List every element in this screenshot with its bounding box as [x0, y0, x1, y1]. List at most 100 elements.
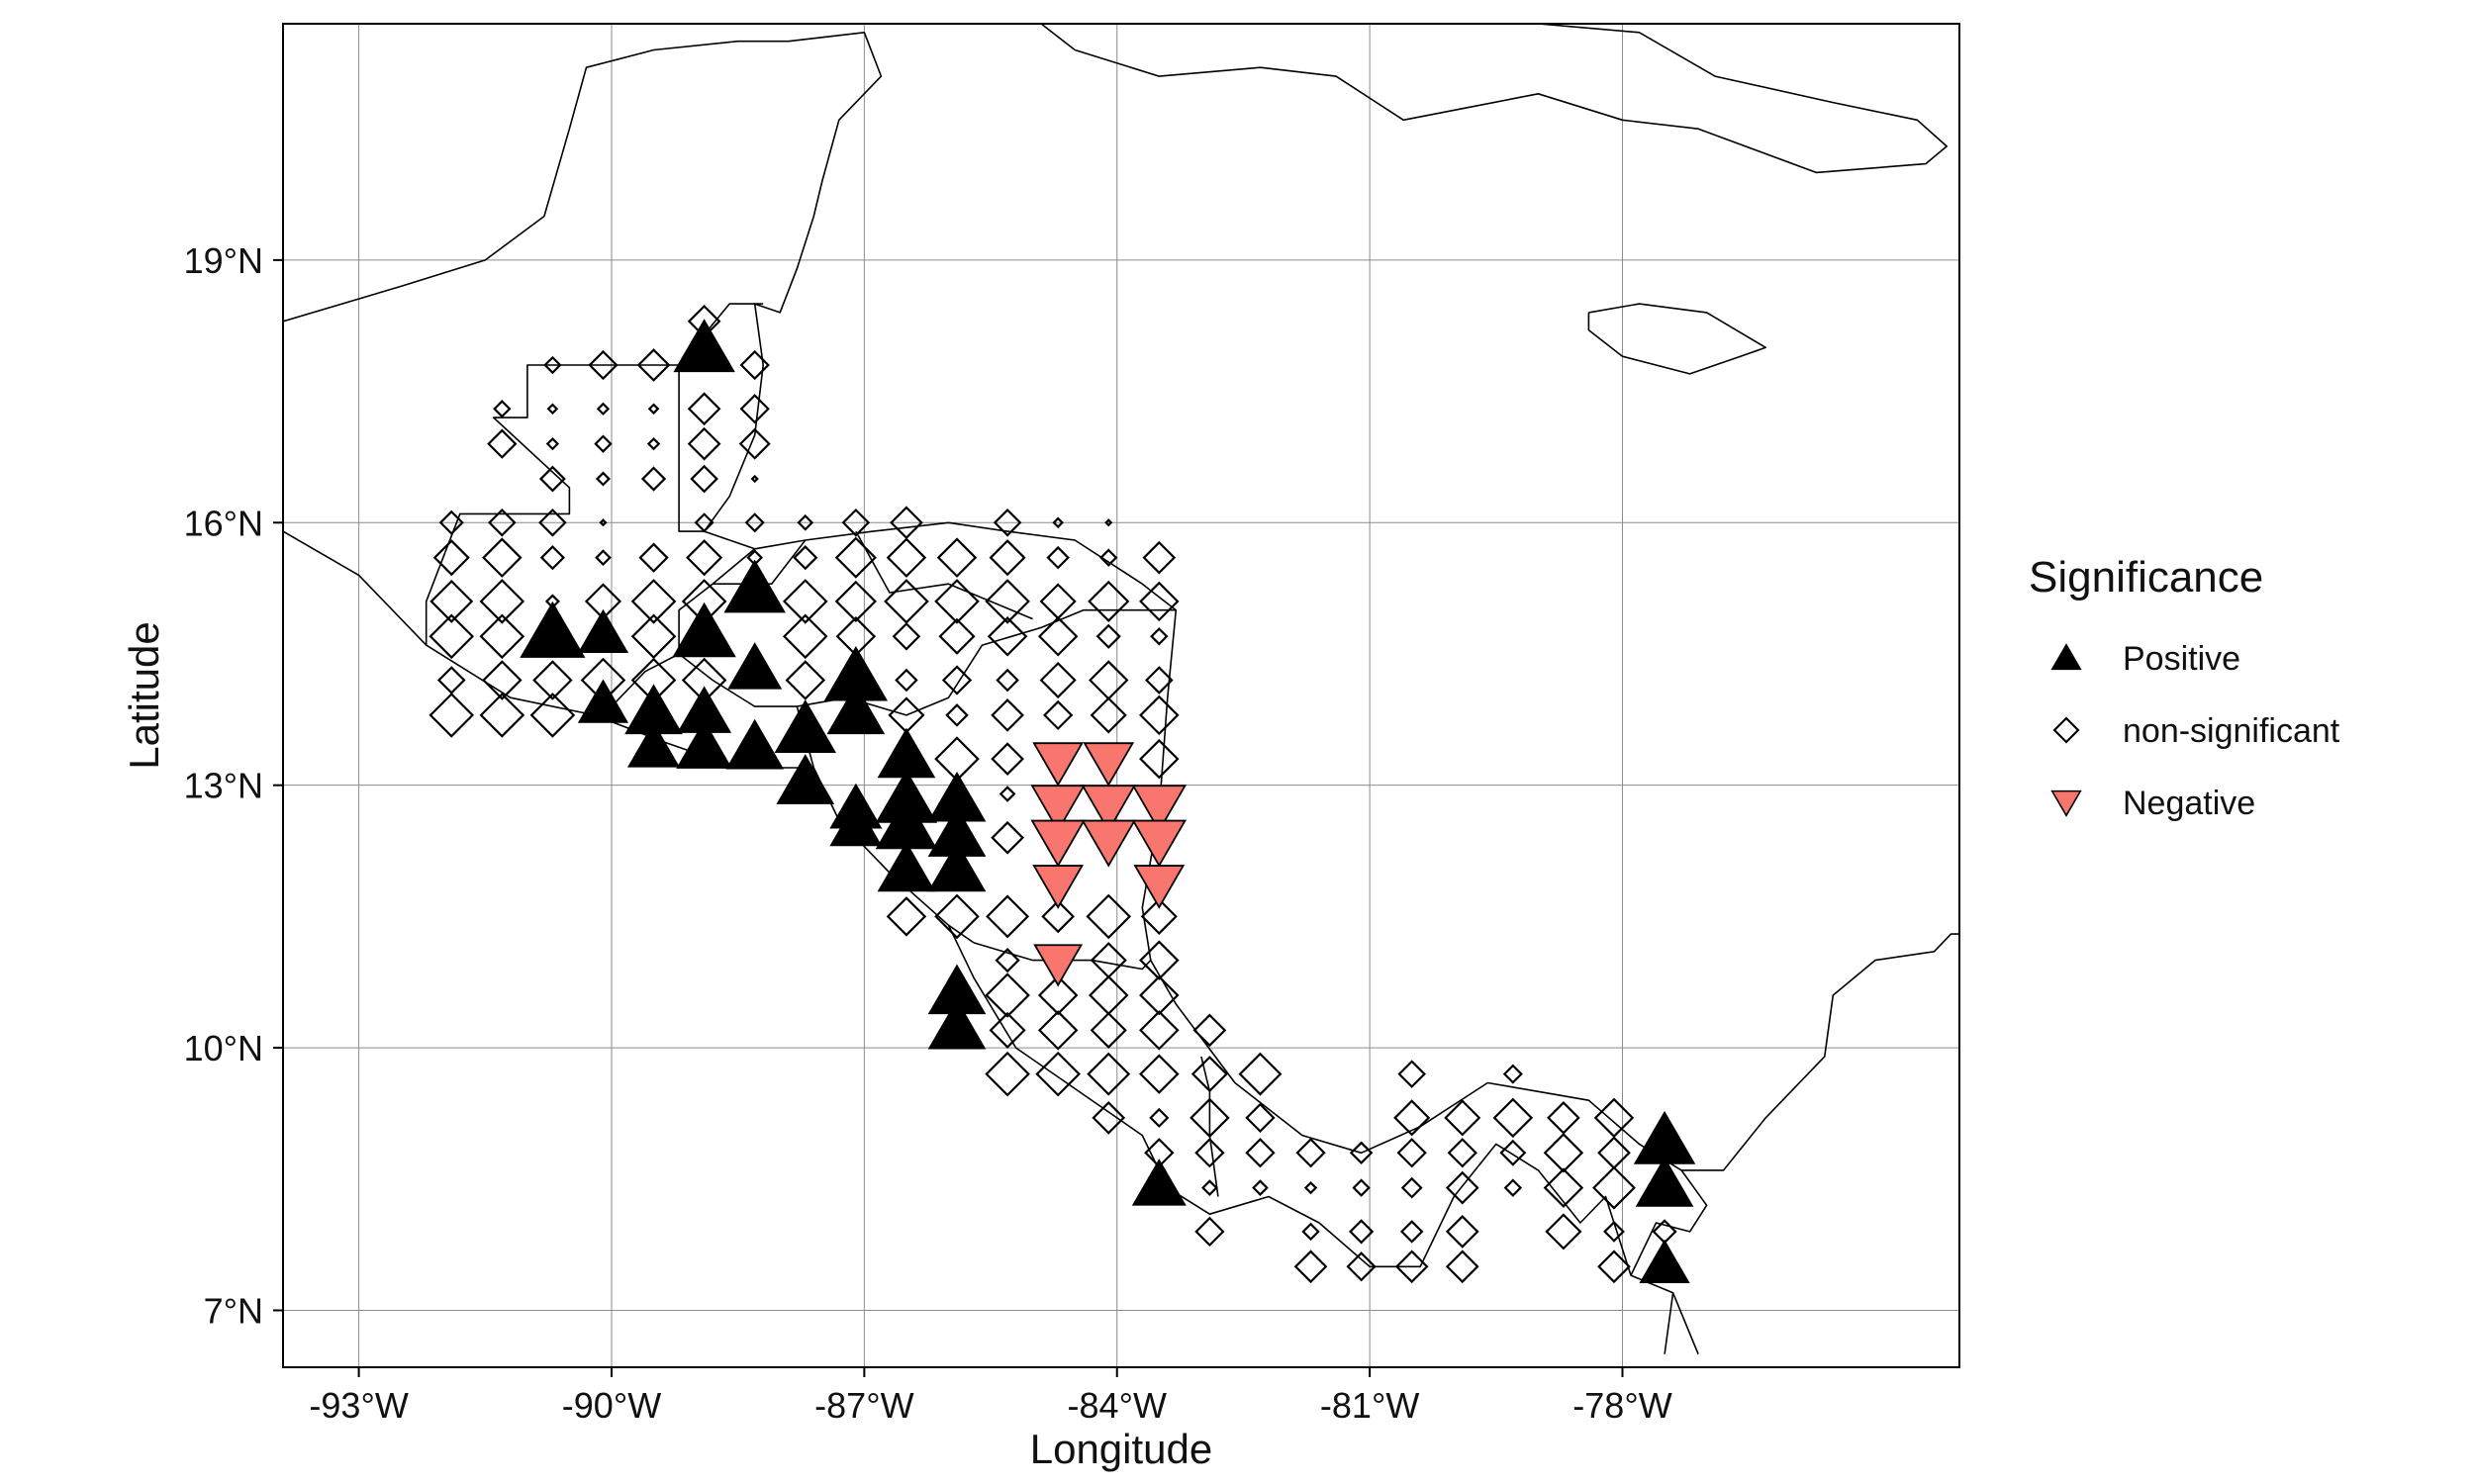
point-nonsignificant [993, 508, 1022, 537]
point-nonsignificant [1145, 666, 1174, 695]
data-points [428, 304, 1696, 1284]
point-nonsignificant [1035, 1051, 1081, 1097]
point-nonsignificant [538, 508, 567, 537]
point-nonsignificant [739, 394, 770, 424]
point-nonsignificant [1597, 1250, 1631, 1284]
legend-items: Positive non-significant Negative [2050, 640, 2340, 822]
point-nonsignificant [1043, 699, 1074, 731]
point-nonsignificant [985, 973, 1030, 1018]
point-nonsignificant [1444, 1099, 1481, 1137]
point-negative [1081, 785, 1136, 833]
point-nonsignificant [588, 349, 618, 381]
point-positive [829, 800, 883, 847]
point-nonsignificant [1400, 1176, 1423, 1199]
point-nonsignificant [1352, 1178, 1371, 1197]
point-nonsignificant [892, 621, 921, 651]
legend-label-ns: non-significant [2123, 712, 2340, 750]
legend-key-negative [2050, 789, 2082, 817]
point-nonsignificant [989, 1011, 1026, 1049]
point-nonsignificant [1041, 899, 1076, 934]
point-nonsignificant [532, 660, 573, 700]
point-nonsignificant [1139, 581, 1180, 622]
x-tick-label: -90°W [562, 1385, 661, 1426]
point-nonsignificant [1039, 661, 1077, 699]
legend-title: Significance [2029, 553, 2263, 602]
point-nonsignificant [1190, 1056, 1228, 1093]
point-nonsignificant [1295, 1138, 1326, 1168]
point-nonsignificant [738, 427, 771, 460]
x-tick-label: -93°W [309, 1385, 408, 1426]
point-positive [727, 642, 783, 690]
point-positive [774, 699, 836, 753]
point-nonsignificant [986, 894, 1030, 939]
point-nonsignificant [1086, 893, 1132, 940]
legend: Significance Positive non-significant Nega… [2029, 553, 2340, 822]
point-nonsignificant [991, 742, 1024, 776]
point-nonsignificant [1396, 1138, 1427, 1168]
point-nonsignificant [1592, 1165, 1636, 1210]
point-nonsignificant [694, 512, 714, 533]
point-nonsignificant [999, 786, 1016, 802]
x-axis-ticks: -93°W -90°W -87°W -84°W -81°W -78°W [309, 1367, 1672, 1426]
x-tick-label: -81°W [1320, 1385, 1419, 1426]
point-nonsignificant [479, 693, 525, 738]
point-nonsignificant [1037, 616, 1079, 657]
point-positive [627, 721, 681, 768]
point-nonsignificant [482, 537, 523, 578]
point-positive [723, 559, 786, 613]
point-nonsignificant [1194, 1138, 1225, 1168]
point-positive [826, 684, 886, 735]
point-nonsignificant [1095, 623, 1121, 649]
point-nonsignificant [1503, 1178, 1523, 1197]
point-nonsignificant [646, 436, 661, 451]
y-tick-label: 19°N [184, 240, 263, 281]
point-nonsignificant [1139, 738, 1180, 780]
point-negative [1030, 819, 1086, 868]
x-tick-label: -78°W [1572, 1385, 1671, 1426]
point-nonsignificant [985, 579, 1030, 624]
point-nonsignificant [1139, 974, 1180, 1016]
point-nonsignificant [744, 512, 765, 533]
point-nonsignificant [1194, 1216, 1225, 1248]
point-nonsignificant [1087, 1052, 1131, 1096]
point-nonsignificant [529, 693, 576, 738]
point-nonsignificant [1445, 1215, 1479, 1249]
point-nonsignificant [595, 471, 611, 487]
point-nonsignificant [1192, 1013, 1227, 1048]
point-nonsignificant [1090, 1011, 1127, 1049]
point-nonsignificant [546, 403, 559, 416]
point-negative [1133, 865, 1186, 909]
point-positive [577, 608, 629, 653]
y-tick-label: 13°N [184, 766, 263, 806]
point-nonsignificant [1139, 1054, 1180, 1094]
point-nonsignificant [428, 613, 475, 660]
point-nonsignificant [1238, 1052, 1283, 1096]
point-nonsignificant [782, 579, 828, 624]
point-nonsignificant [991, 698, 1024, 732]
x-axis-title: Longitude [1030, 1426, 1213, 1472]
point-nonsignificant [1447, 1138, 1477, 1168]
point-nonsignificant [793, 545, 818, 571]
point-nonsignificant [1545, 1213, 1582, 1251]
point-nonsignificant [1252, 1179, 1269, 1196]
point-nonsignificant [886, 896, 927, 937]
point-nonsignificant [989, 539, 1026, 577]
coastline-8 [855, 530, 1033, 620]
point-positive [1635, 1157, 1694, 1207]
point-nonsignificant [1140, 897, 1178, 935]
point-positive [927, 841, 987, 892]
point-nonsignificant [1499, 1139, 1527, 1166]
point-nonsignificant [1445, 1250, 1479, 1284]
point-nonsignificant [594, 434, 613, 453]
point-nonsignificant [1142, 540, 1177, 575]
point-negative [1081, 819, 1136, 868]
point-positive [673, 319, 735, 373]
point-nonsignificant [1502, 1064, 1523, 1084]
point-nonsignificant [539, 545, 566, 571]
point-nonsignificant [487, 428, 518, 459]
point-nonsignificant [428, 693, 475, 738]
point-nonsignificant [638, 542, 669, 573]
point-nonsignificant [493, 400, 512, 418]
